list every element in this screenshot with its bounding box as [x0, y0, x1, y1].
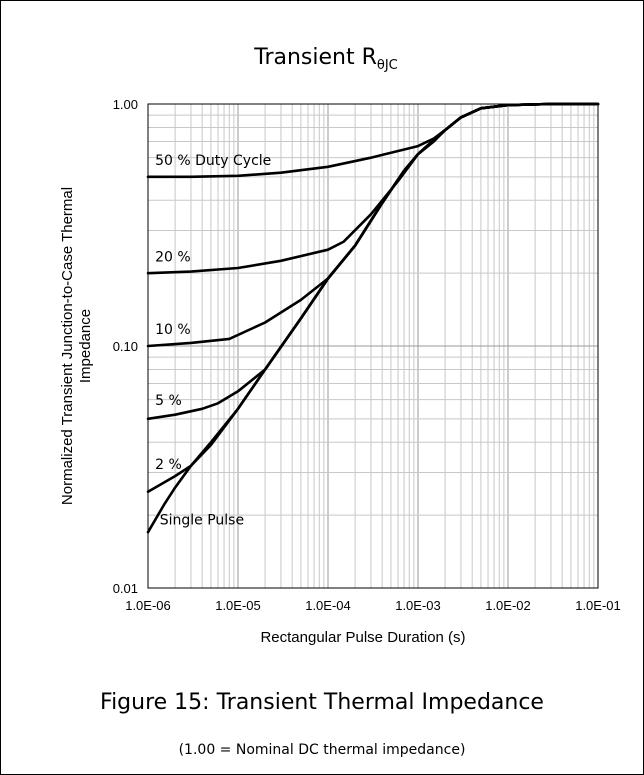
y-axis-label: Normalized Transient Junction-to-Case Th… [59, 187, 94, 505]
tick-labels: 1.0E-06 1.0E-05 1.0E-04 1.0E-03 1.0E-02 1.0E-… [113, 97, 621, 613]
series-label: 50 % Duty Cycle [155, 153, 271, 169]
x-tick-label: 1.0E-06 [125, 598, 171, 613]
series-line [146, 102, 600, 275]
series-label: 5 % [155, 393, 182, 409]
series-line [146, 102, 600, 421]
x-tick-label: 1.0E-03 [395, 598, 441, 613]
series-label: 20 % [155, 250, 191, 266]
y-tick-label: 0.01 [113, 581, 138, 596]
series-label: 2 % [155, 457, 182, 473]
x-tick-label: 1.0E-02 [485, 598, 531, 613]
y-axis-label-line2: Impedance [77, 309, 94, 383]
figure-caption: Figure 15: Transient Thermal Impedance [100, 690, 544, 715]
y-tick-label: 0.10 [113, 339, 138, 354]
x-tick-label: 1.0E-05 [215, 598, 261, 613]
figure-note: (1.00 = Nominal DC thermal impedance) [178, 742, 466, 758]
chart-title: Transient RθJC [253, 45, 398, 73]
series-label: 10 % [155, 322, 191, 338]
chart-title-subscript: θJC [377, 58, 398, 73]
y-axis-label-line1: Normalized Transient Junction-to-Case Th… [59, 187, 76, 505]
chart: Transient RθJC 1.0E-06 1.0E-05 1.0E-04 1.0E… [59, 45, 621, 646]
series-line [146, 102, 600, 534]
series-labels: 50 % Duty Cycle 20 % 10 % 5 % 2 % Single Puls… [155, 153, 271, 529]
x-tick-label: 1.0E-01 [575, 598, 621, 613]
series-group [146, 102, 600, 534]
y-tick-label: 1.00 [113, 97, 138, 112]
chart-title-main: Transient R [253, 45, 377, 70]
x-axis-label: Rectangular Pulse Duration (s) [260, 629, 465, 646]
series-line [146, 102, 600, 348]
series-label: Single Pulse [160, 512, 244, 528]
x-tick-label: 1.0E-04 [305, 598, 351, 613]
